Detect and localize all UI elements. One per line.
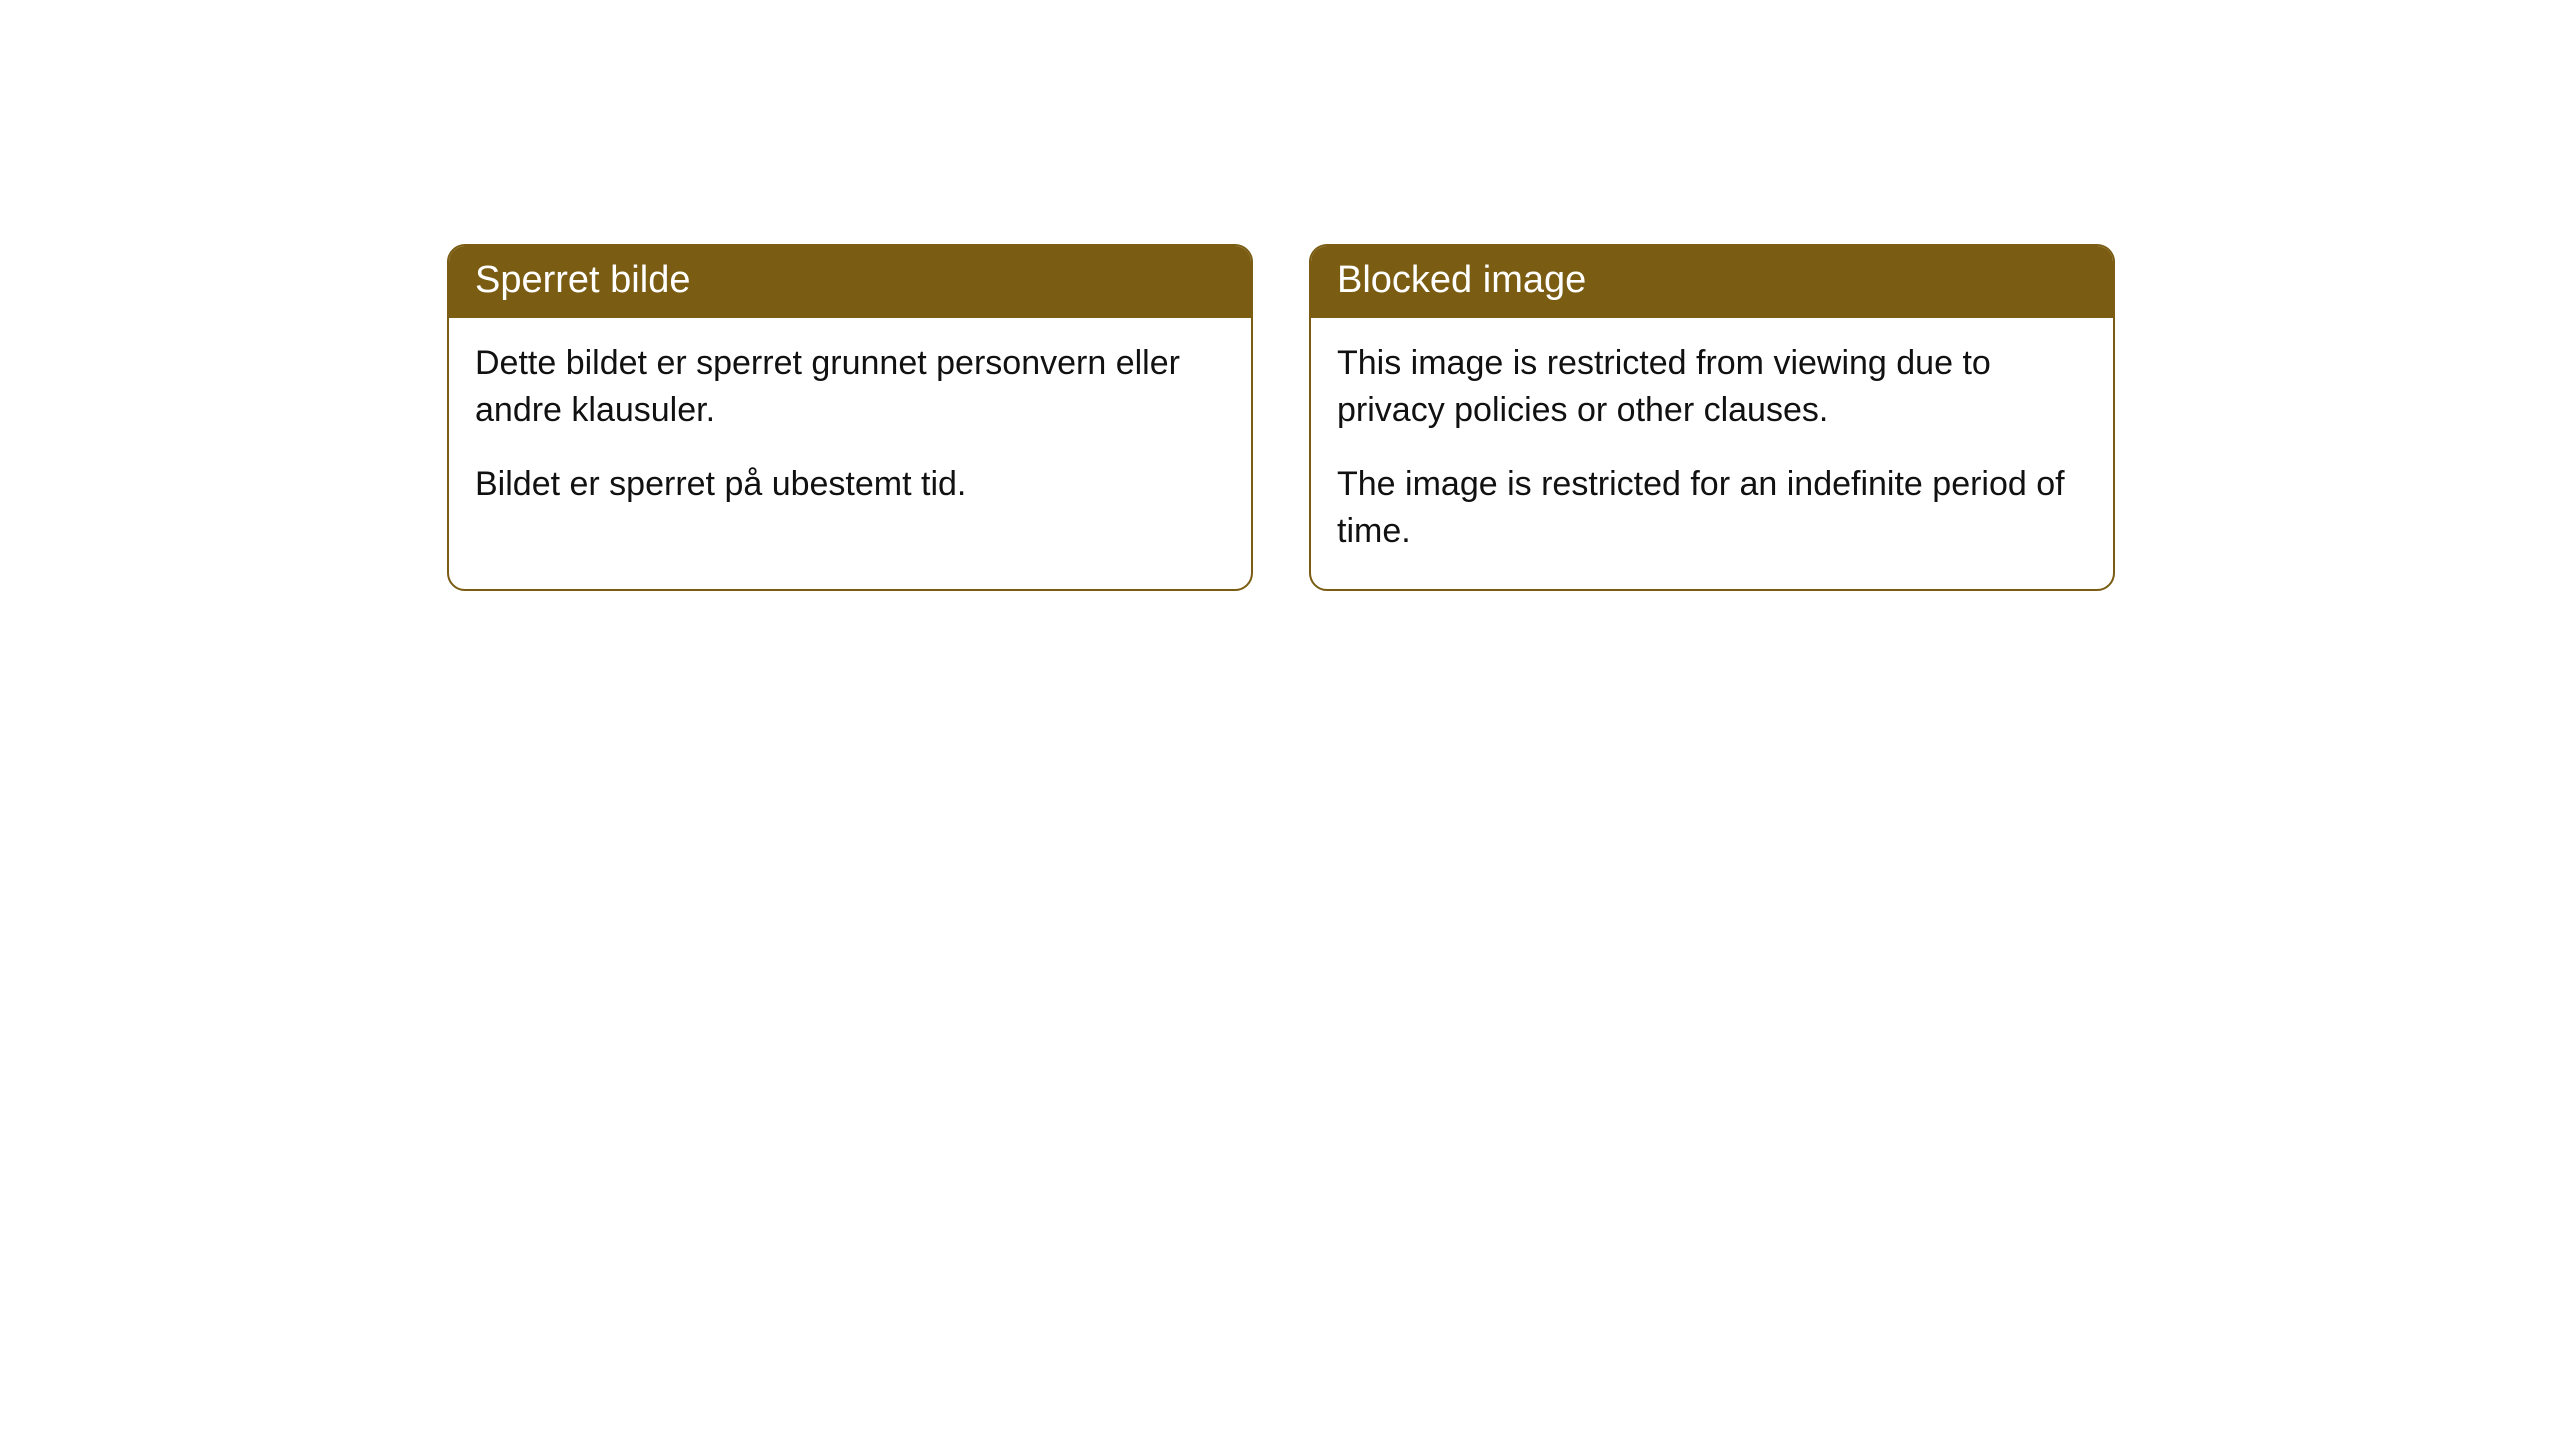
blocked-image-card-no: Sperret bilde Dette bildet er sperret gr… [447, 244, 1253, 591]
notice-paragraph: The image is restricted for an indefinit… [1337, 461, 2087, 555]
card-header: Sperret bilde [449, 246, 1251, 318]
card-body: Dette bildet er sperret grunnet personve… [449, 318, 1251, 543]
card-header: Blocked image [1311, 246, 2113, 318]
notice-container: Sperret bilde Dette bildet er sperret gr… [0, 0, 2560, 591]
notice-paragraph: Bildet er sperret på ubestemt tid. [475, 461, 1225, 508]
blocked-image-card-en: Blocked image This image is restricted f… [1309, 244, 2115, 591]
notice-paragraph: This image is restricted from viewing du… [1337, 340, 2087, 434]
card-body: This image is restricted from viewing du… [1311, 318, 2113, 590]
notice-paragraph: Dette bildet er sperret grunnet personve… [475, 340, 1225, 434]
